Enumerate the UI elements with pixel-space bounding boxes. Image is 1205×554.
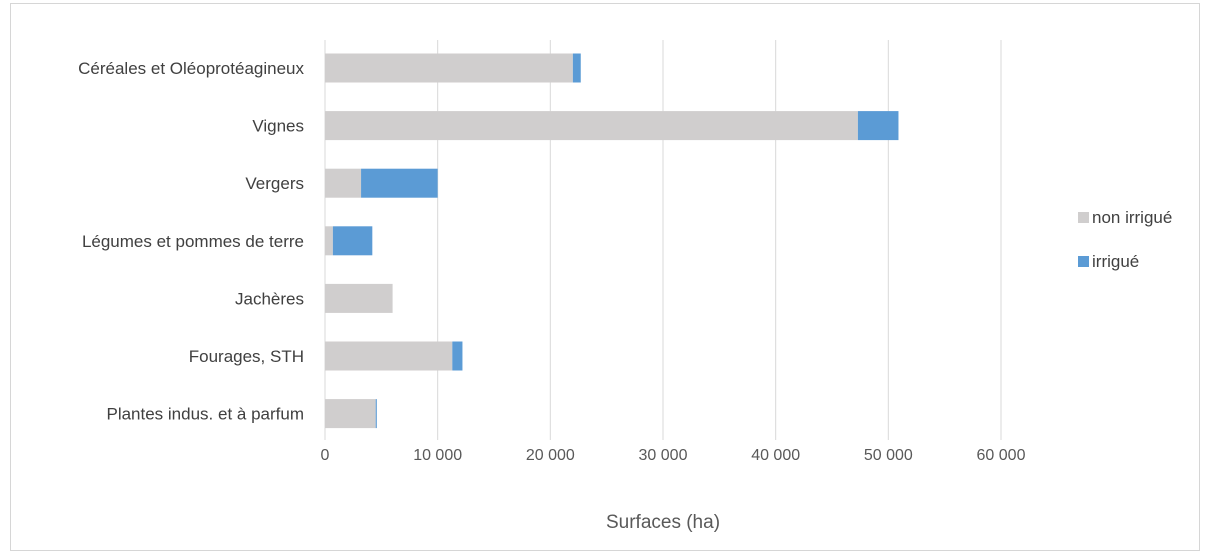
bar-non-irrigue (325, 53, 573, 83)
bar-irrigue (857, 111, 899, 141)
x-tick-label: 30 000 (639, 447, 688, 464)
category-label: Vergers (245, 174, 304, 193)
bars (325, 53, 899, 429)
gridlines (324, 40, 1002, 440)
legend-swatch (1078, 256, 1089, 267)
category-label: Plantes indus. et à parfum (106, 405, 304, 424)
bar-non-irrigue (325, 341, 453, 371)
x-tick-label: 50 000 (864, 447, 913, 464)
category-labels: Céréales et Oléoprotéagineux Vignes Verger… (78, 59, 304, 424)
legend-label: non irrigué (1092, 208, 1172, 227)
x-tick-label: 0 (321, 447, 330, 464)
bar-non-irrigue (325, 399, 376, 429)
bar-non-irrigue (325, 226, 333, 256)
chart-frame (10, 3, 1200, 551)
bar-non-irrigue (325, 283, 393, 313)
bar-non-irrigue (325, 111, 858, 141)
x-tick-label: 20 000 (526, 447, 575, 464)
x-tick-label: 40 000 (751, 447, 800, 464)
bar-irrigue (332, 226, 373, 256)
category-label: Céréales et Oléoprotéagineux (78, 59, 304, 78)
bar-irrigue (375, 399, 377, 429)
x-tick-label: 60 000 (977, 447, 1026, 464)
category-label: Vignes (252, 117, 304, 136)
x-tick-labels: 0 10 000 20 000 30 000 40 000 50 000 60 000 (321, 447, 1026, 464)
x-tick-label: 10 000 (413, 447, 462, 464)
category-label: Légumes et pommes de terre (82, 232, 304, 251)
legend: non irrigué irrigué (1078, 208, 1172, 271)
category-label: Fourages, STH (189, 347, 304, 366)
bar-irrigue (361, 168, 438, 198)
bar-irrigue (572, 53, 581, 83)
bar-non-irrigue (325, 168, 362, 198)
category-label: Jachères (235, 289, 304, 308)
bar-irrigue (452, 341, 463, 371)
legend-label: irrigué (1092, 252, 1139, 271)
x-axis-title: Surfaces (ha) (606, 512, 720, 533)
legend-swatch (1078, 212, 1089, 223)
